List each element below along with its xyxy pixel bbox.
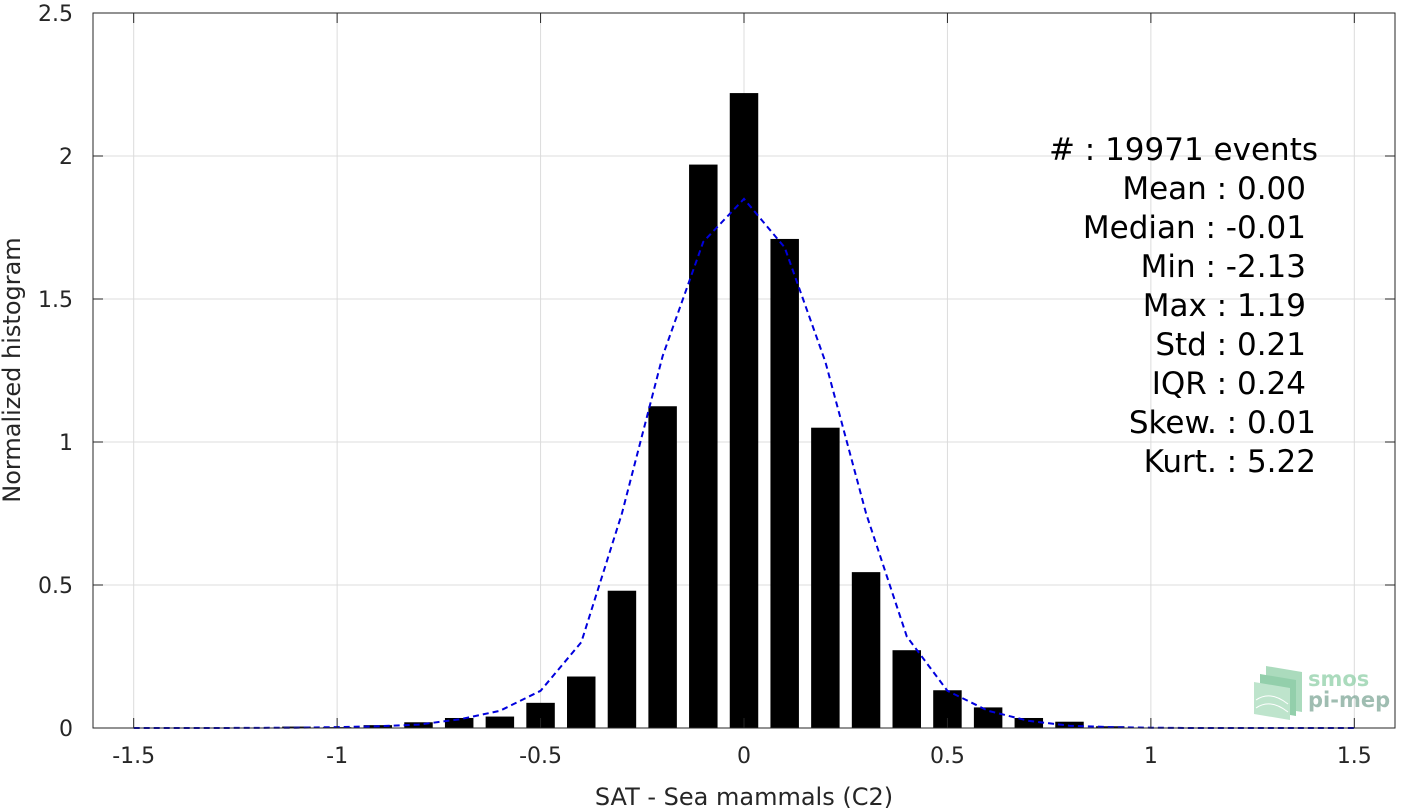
x-axis-label: SAT - Sea mammals (C2) — [595, 783, 893, 809]
y-tick-label: 1.5 — [38, 288, 73, 313]
histogram-bar — [892, 650, 921, 728]
y-tick-label: 0.5 — [38, 574, 73, 599]
histogram-bar — [444, 717, 474, 728]
x-tick-label: -1 — [326, 744, 348, 769]
x-tick-label: 1 — [1144, 744, 1158, 769]
y-tick-label: 1 — [59, 431, 73, 456]
stat-line: Median : -0.01 — [1083, 210, 1306, 246]
logo-mark-icon — [1254, 666, 1302, 720]
histogram-bar — [973, 707, 1003, 728]
bar-series — [282, 93, 1125, 728]
stat-line: Max : 1.19 — [1143, 288, 1306, 324]
histogram-bar — [811, 427, 840, 728]
x-tick-label: -0.5 — [519, 744, 562, 769]
stat-line: IQR : 0.24 — [1152, 366, 1306, 402]
logo-line2: pi-mep — [1308, 688, 1390, 712]
stat-line: Min : -2.13 — [1141, 249, 1306, 285]
x-tick-label: -1.5 — [112, 744, 155, 769]
y-axis-label: Normalized histogram — [0, 237, 26, 502]
histogram-bar — [729, 93, 759, 728]
logo-line1: smos — [1308, 667, 1369, 691]
stat-line: Std : 0.21 — [1155, 327, 1306, 363]
x-tick-label: 0.5 — [930, 744, 965, 769]
stat-line: Kurt. : 5.22 — [1144, 444, 1316, 480]
histogram-bar — [648, 406, 677, 728]
y-tick-label: 2 — [59, 145, 73, 170]
x-tick-label: 0 — [737, 744, 751, 769]
smos-pi-mep-logo: smos pi-mep — [1254, 666, 1390, 720]
histogram-bar — [851, 572, 881, 728]
stat-line: Skew. : 0.01 — [1129, 405, 1316, 441]
histogram-bar — [689, 164, 718, 728]
stat-line: # : 19971 events — [1049, 132, 1318, 168]
axis-ticks — [93, 12, 1395, 729]
histogram-bar — [1014, 717, 1044, 728]
x-tick-labels: -1.5 -1 -0.5 0 0.5 1 1.5 — [112, 744, 1372, 769]
histogram-bar — [485, 716, 515, 728]
y-tick-labels: 0 0.5 1 1.5 2 2.5 — [38, 2, 73, 742]
fit-curve — [133, 197, 1355, 729]
histogram-bar — [770, 238, 799, 728]
stat-line: Mean : 0.00 — [1122, 171, 1306, 207]
x-tick-label: 1.5 — [1337, 744, 1372, 769]
histogram-bar — [567, 676, 596, 728]
y-tick-label: 2.5 — [38, 2, 73, 27]
y-tick-label: 0 — [59, 717, 73, 742]
histogram-bar — [607, 590, 637, 728]
